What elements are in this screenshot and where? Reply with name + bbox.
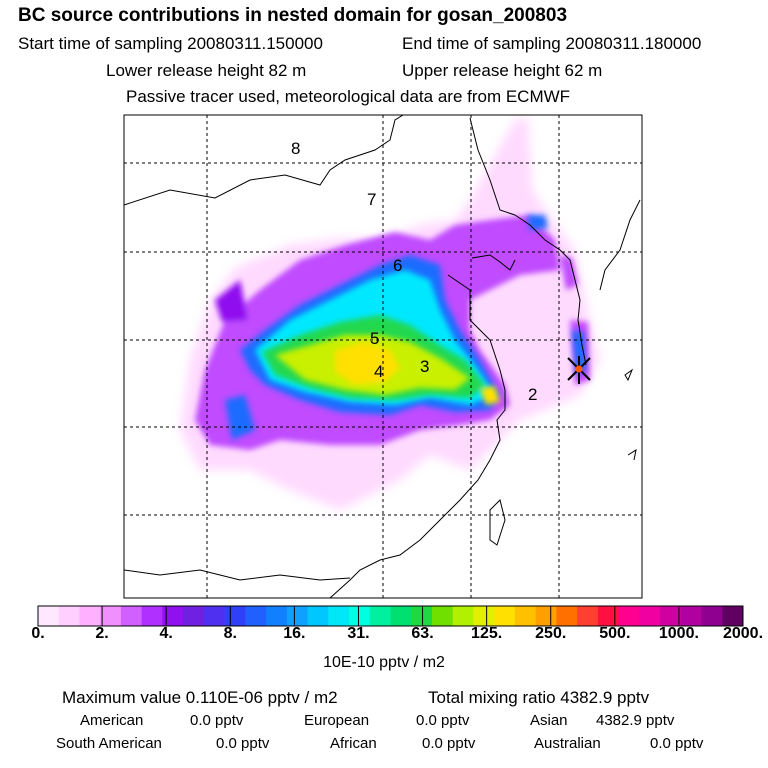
colorbar-cell [183,606,205,626]
colorbar-tick-label: 125. [471,625,503,642]
colorbar-cell [452,606,474,626]
colorbar-cell [618,606,640,626]
plume-field [124,115,642,598]
south-american-label: South American [56,735,162,752]
colorbar-tick-label: 4. [159,625,173,642]
region-label-5: 5 [370,329,379,348]
lower-release-height: Lower release height 82 m [106,61,307,80]
colorbar-tick-label: 1000. [658,625,699,642]
colorbar-tick-label: 500. [599,625,631,642]
map-border [123,114,643,599]
colorbar-tick-label: 250. [535,625,567,642]
colorbar-cell [79,606,101,626]
colorbar-cell [224,606,246,626]
colorbar-cell [307,606,329,626]
region-label-7: 7 [367,190,376,209]
colorbar-cell [245,606,267,626]
colorbar-cell [38,606,60,626]
asian-label: Asian [530,712,568,729]
colorbar-cell [660,606,682,626]
european-label: European [304,712,370,729]
colorbar-tick-label: 31. [347,625,370,642]
colorbar-cell [680,606,703,626]
region-label-3: 3 [420,357,429,376]
colorbar-tick-label: 2. [95,625,109,642]
colorbar-cell [58,606,80,626]
region-label-6: 6 [393,256,402,275]
total-mixing-ratio: Total mixing ratio 4382.9 pptv [428,688,650,707]
colorbar-cell [203,606,226,626]
american-label: American [80,712,144,729]
region-label-8: 8 [291,139,300,158]
colorbar-cell [162,606,184,626]
tracer-note: Passive tracer used, meteorological data… [126,87,571,106]
african-label: African [330,735,377,752]
colorbar-cell [597,606,620,626]
colorbar-cell [349,606,371,626]
american-value: 0.0 pptv [190,712,244,729]
colorbar-cell [722,606,744,626]
colorbar-cell [577,606,599,626]
maximum-value: Maximum value 0.110E-06 pptv / m2 [62,688,338,707]
colorbar-cell [514,606,537,626]
colorbar-cell [639,606,661,626]
colorbar-cell [390,606,412,626]
african-value: 0.0 pptv [422,735,476,752]
colorbar-tick-label: 2000. [722,625,764,642]
colorbar-cell [701,606,723,626]
colorbar-cell [100,606,122,626]
colorbar-tick-label: 63. [411,625,434,642]
colorbar-units: 10E-10 pptv / m2 [323,654,445,671]
map-title: BC source contributions in nested domain… [18,5,568,26]
colorbar-cell [431,606,454,626]
australian-label: Australian [534,735,601,752]
region-label-2: 2 [528,385,537,404]
end-time: End time of sampling 20080311.180000 [402,34,702,53]
colorbar-cell [120,606,143,626]
south-american-value: 0.0 pptv [216,735,270,752]
colorbar-cell [141,606,163,626]
asian-value: 4382.9 pptv [596,712,675,729]
start-time: Start time of sampling 20080311.150000 [18,34,323,53]
colorbar [37,605,744,627]
colorbar-cell [286,606,309,626]
colorbar-cell [556,606,578,626]
receptor-marker [567,356,591,384]
upper-release-height: Upper release height 62 m [402,61,603,80]
colorbar-tick-label: 8. [223,625,237,642]
colorbar-cell [369,606,391,626]
colorbar-cell [411,606,433,626]
colorbar-tick-label: 0. [31,625,45,642]
colorbar-tick-label: 16. [283,625,306,642]
colorbar-cell [266,606,288,626]
region-label-4: 4 [374,362,383,381]
colorbar-cell [328,606,350,626]
colorbar-cell [535,606,557,626]
european-value: 0.0 pptv [416,712,470,729]
colorbar-cell [473,606,495,626]
colorbar-cell [494,606,516,626]
australian-value: 0.0 pptv [650,735,704,752]
